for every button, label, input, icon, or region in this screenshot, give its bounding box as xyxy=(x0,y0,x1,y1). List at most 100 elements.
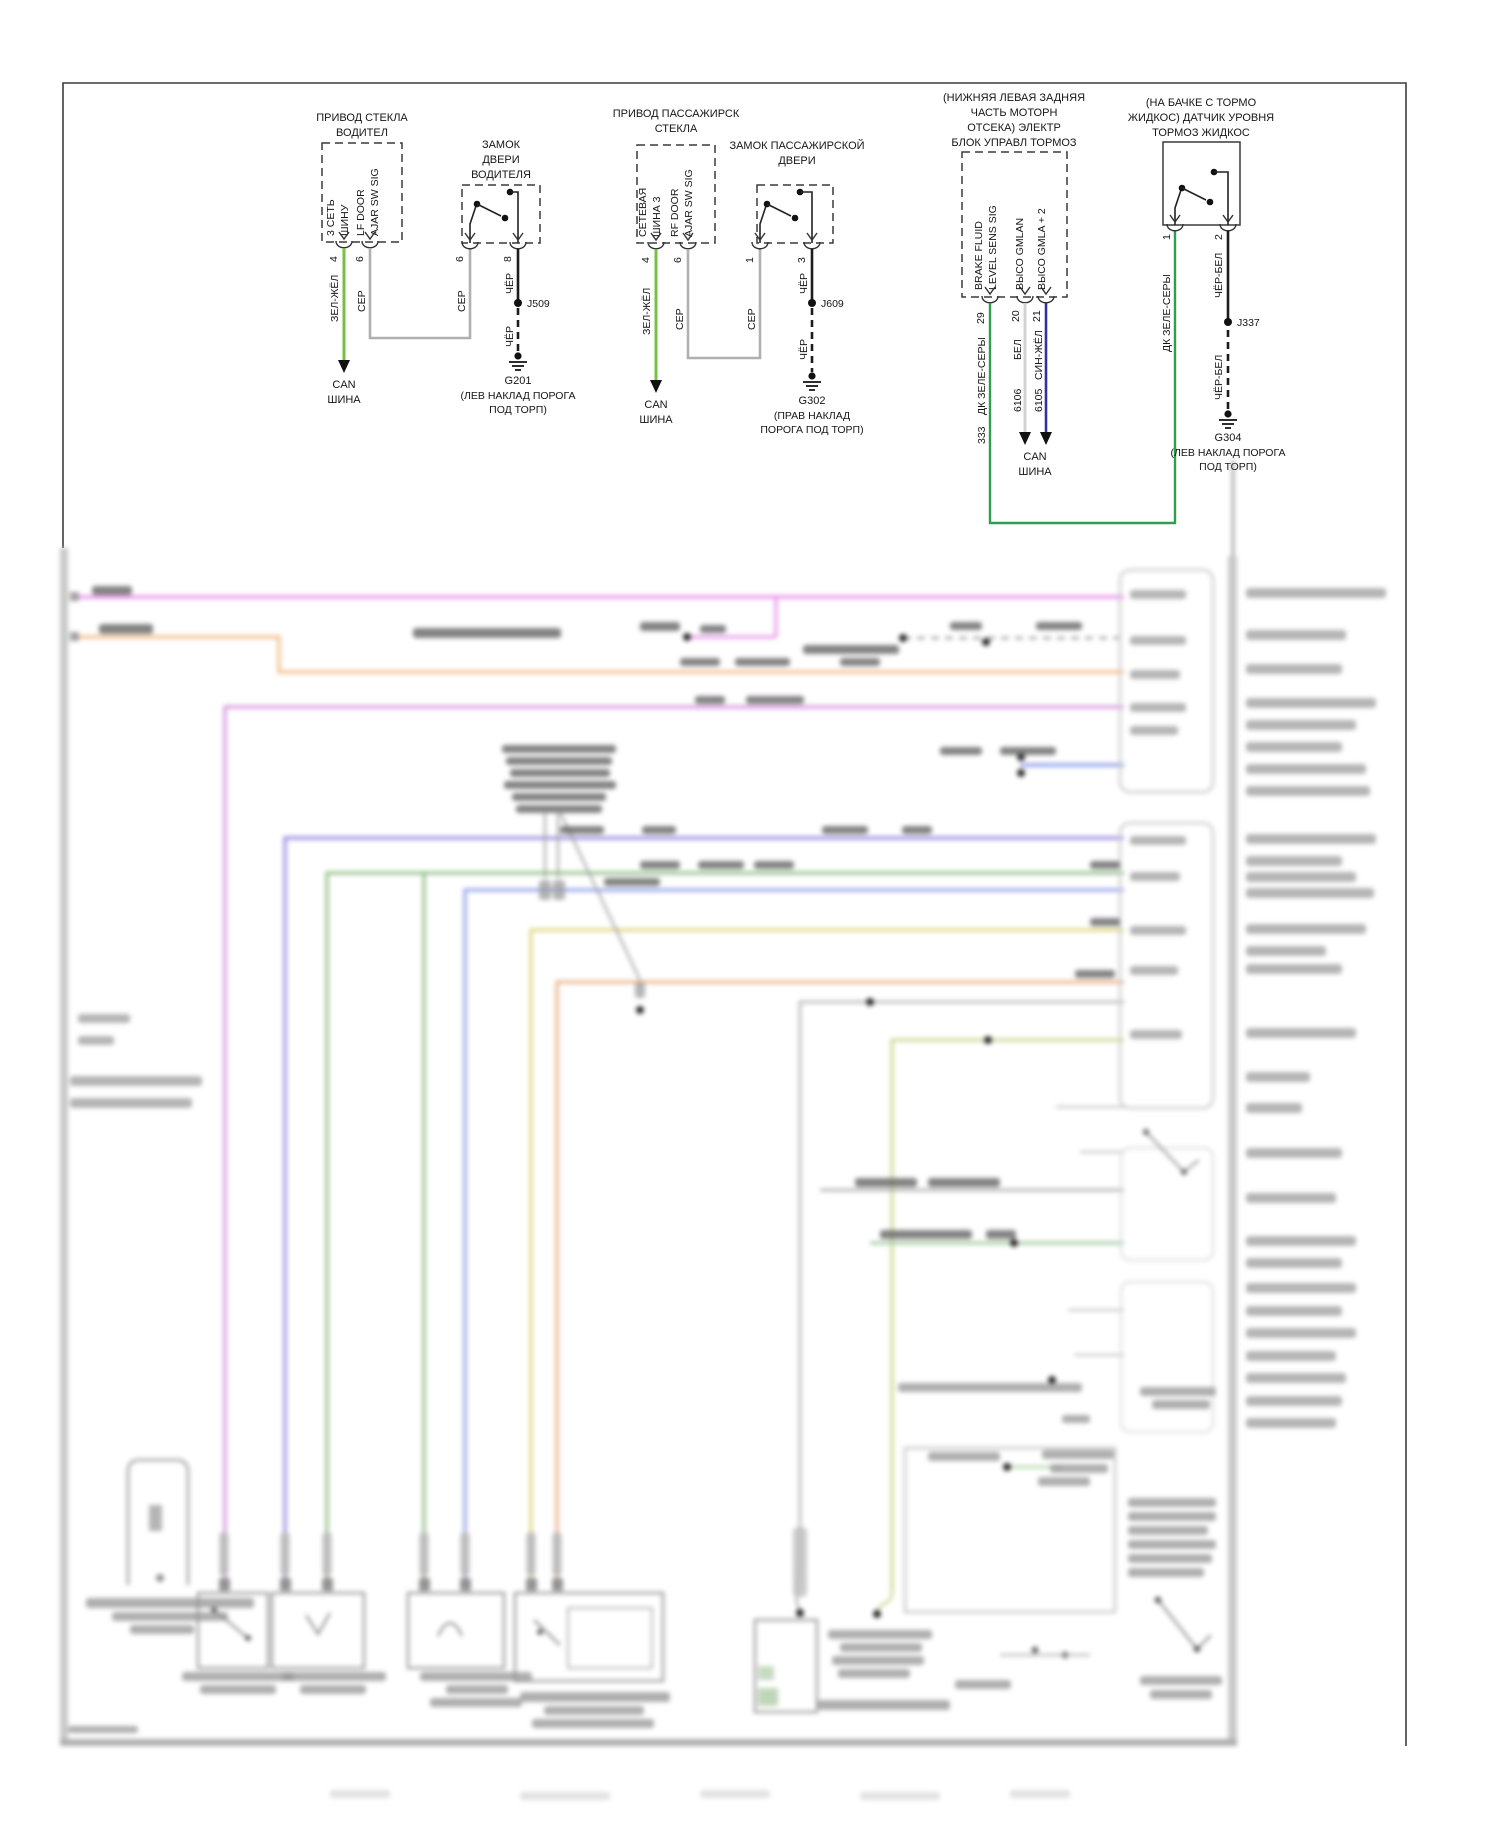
block-title: ЗАМОК ПАССАЖИРСКОЙ xyxy=(729,139,864,152)
block-title: ВОДИТЕЛ xyxy=(336,127,388,139)
block-title: ПРИВОД ПАССАЖИРСК xyxy=(613,108,740,120)
page-frame xyxy=(62,82,1407,1746)
blurred-lower-schematic xyxy=(60,460,1386,1800)
pin-number: 1 xyxy=(744,257,756,263)
can-bus-label: ШИНА xyxy=(327,394,361,406)
pin-label: LEVEL SENS SIG xyxy=(987,205,999,290)
component-box xyxy=(756,184,834,244)
splice-label: J509 xyxy=(527,298,550,310)
ground-location: (ЛЕВ НАКЛАД ПОРОГА xyxy=(461,390,576,402)
ground-location: ПОД ТОРП) xyxy=(1199,461,1257,473)
door-ajar-switch-icon xyxy=(469,188,519,243)
block-title: ЖИДКОС) ДАТЧИК УРОВНЯ xyxy=(1128,112,1274,124)
block-title: ПРИВОД СТЕКЛА xyxy=(316,112,408,124)
ground-location: ПОРОГА ПОД ТОРП) xyxy=(760,424,863,436)
left-legend-labels xyxy=(70,1014,202,1108)
circuit-number: 6106 xyxy=(1012,388,1024,412)
block-title: ЧАСТЬ МОТОРН xyxy=(971,107,1058,119)
driver-door-lock-block: ЗАМОК ДВЕРИ ВОДИТЕЛЯ 6 8 СЕР ЧЁР J509 ЧЁ… xyxy=(454,139,575,416)
passenger-window-motor-block: ПРИВОД ПАССАЖИРСК СТЕКЛА СЕТЕВАЯ ШИНА 3 … xyxy=(613,108,762,426)
pin-number: 4 xyxy=(328,256,340,262)
frame-bar-bottom xyxy=(60,1739,1237,1746)
pin-number: 6 xyxy=(454,256,466,262)
pin-number: 29 xyxy=(975,312,987,324)
can-bus-label: CAN xyxy=(332,379,355,391)
component-box xyxy=(961,151,1068,298)
splice-label: J337 xyxy=(1237,317,1260,329)
wire-color-label: ДК ЗЕЛЕ-СЕРЫ xyxy=(976,337,988,415)
block-title: ЗАМОК xyxy=(482,139,521,151)
wire-dark-green-circuit-333 xyxy=(988,231,1177,525)
ground-label: G201 xyxy=(505,375,532,387)
component-captions xyxy=(68,1383,1222,1733)
pin-number: 6 xyxy=(672,257,684,263)
component-box xyxy=(321,142,403,243)
ground-location: (ЛЕВ НАКЛАД ПОРОГА xyxy=(1171,447,1286,459)
ground-label: G302 xyxy=(799,395,826,407)
wire-color-label: СЕР xyxy=(456,290,468,312)
pin-label: ШИНУ xyxy=(339,204,351,236)
can-bus-label: CAN xyxy=(644,399,667,411)
block-title: ДВЕРИ xyxy=(482,154,519,166)
splice-dot xyxy=(808,299,816,307)
circuit-number: 333 xyxy=(976,426,988,444)
pin-label: ШИНА 3 xyxy=(651,196,663,237)
ground-icon xyxy=(1218,409,1238,429)
block-title: ТОРМОЗ ЖИДКОС xyxy=(1152,127,1250,139)
wire-color-label: СЕР xyxy=(674,308,686,330)
bottom-components xyxy=(126,1128,1212,1714)
pin-number: 8 xyxy=(502,256,514,262)
pin-label: LF DOOR xyxy=(355,189,367,236)
pin-label: AJAR SW SIG xyxy=(369,168,381,236)
pin-number: 1 xyxy=(1161,234,1173,240)
frame-bar-right-inner xyxy=(1228,556,1237,1745)
splice-dot xyxy=(514,299,522,307)
brake-fluid-level-sensor-block: (НА БАЧКЕ С ТОРМО ЖИДКОС) ДАТЧИК УРОВНЯ … xyxy=(1128,97,1286,473)
brake-control-module-block: (НИЖНЯЯ ЛЕВАЯ ЗАДНЯЯ ЧАСТЬ МОТОРН ОТСЕКА… xyxy=(943,92,1177,525)
can-bus-label: CAN xyxy=(1023,451,1046,463)
wire-color-label: ЧЁР xyxy=(798,273,810,294)
pin-label: BRAKE FLUID xyxy=(973,221,985,290)
wire-color-label: ЧЁР xyxy=(798,339,810,360)
pin-label: ВЫСО GMLA + 2 xyxy=(1036,208,1048,290)
wire-color-label: ЗЕЛ-ЖЁЛ xyxy=(641,288,653,335)
footer-marks xyxy=(330,1790,1070,1800)
wire-gray xyxy=(686,249,762,360)
can-bus-label: ШИНА xyxy=(639,414,673,426)
frame-bar-left xyxy=(60,548,68,1745)
wire-color-label: СИН-ЖЁЛ xyxy=(1033,330,1045,380)
component-box xyxy=(1162,141,1241,226)
passenger-door-lock-block: ЗАМОК ПАССАЖИРСКОЙ ДВЕРИ 1 3 СЕР ЧЁР J60… xyxy=(729,139,864,436)
right-connector-boxes xyxy=(1118,568,1215,1433)
pin-label: AJAR SW SIG xyxy=(683,169,695,237)
splice-dot xyxy=(1224,318,1232,326)
fluid-level-switch-icon xyxy=(1174,168,1229,225)
annotation-block xyxy=(502,745,645,998)
block-title: БЛОК УПРАВЛ ТОРМОЗ xyxy=(951,137,1076,149)
block-title: ОТСЕКА) ЭЛЕКТР xyxy=(967,122,1061,134)
wire-color-label: ЧЁР xyxy=(504,273,516,294)
wire-color-label: ДК ЗЕЛЕ-СЕРЫ xyxy=(1161,274,1173,352)
driver-window-motor-block: ПРИВОД СТЕКЛА ВОДИТЕЛ 3 СЕТЬ ШИНУ LF DOO… xyxy=(316,112,472,406)
wire-color-label: ЧЁР-БЕЛ xyxy=(1213,253,1225,298)
wire-connector-stubs xyxy=(219,1527,807,1597)
wire-color-label: СЕР xyxy=(746,308,758,330)
wire-color-label: БЕЛ xyxy=(1012,339,1024,360)
ground-icon xyxy=(508,351,528,371)
wire-color-label: ЧЁР xyxy=(504,326,516,347)
ground-icon xyxy=(802,371,822,391)
block-title: СТЕКЛА xyxy=(655,123,698,135)
circuit-number: 6105 xyxy=(1033,388,1045,412)
pin-number: 4 xyxy=(640,257,652,263)
bus-wires xyxy=(70,595,1124,1613)
bus-splice-dots xyxy=(636,633,1056,1618)
block-title: ДВЕРИ xyxy=(778,155,815,167)
block-title: (НА БАЧКЕ С ТОРМО xyxy=(1146,97,1257,109)
component-box xyxy=(636,144,716,244)
ground-label: G304 xyxy=(1215,432,1242,444)
pin-number: 6 xyxy=(354,256,366,262)
can-bus-label: ШИНА xyxy=(1018,466,1052,478)
pin-label: RF DOOR xyxy=(669,188,681,237)
